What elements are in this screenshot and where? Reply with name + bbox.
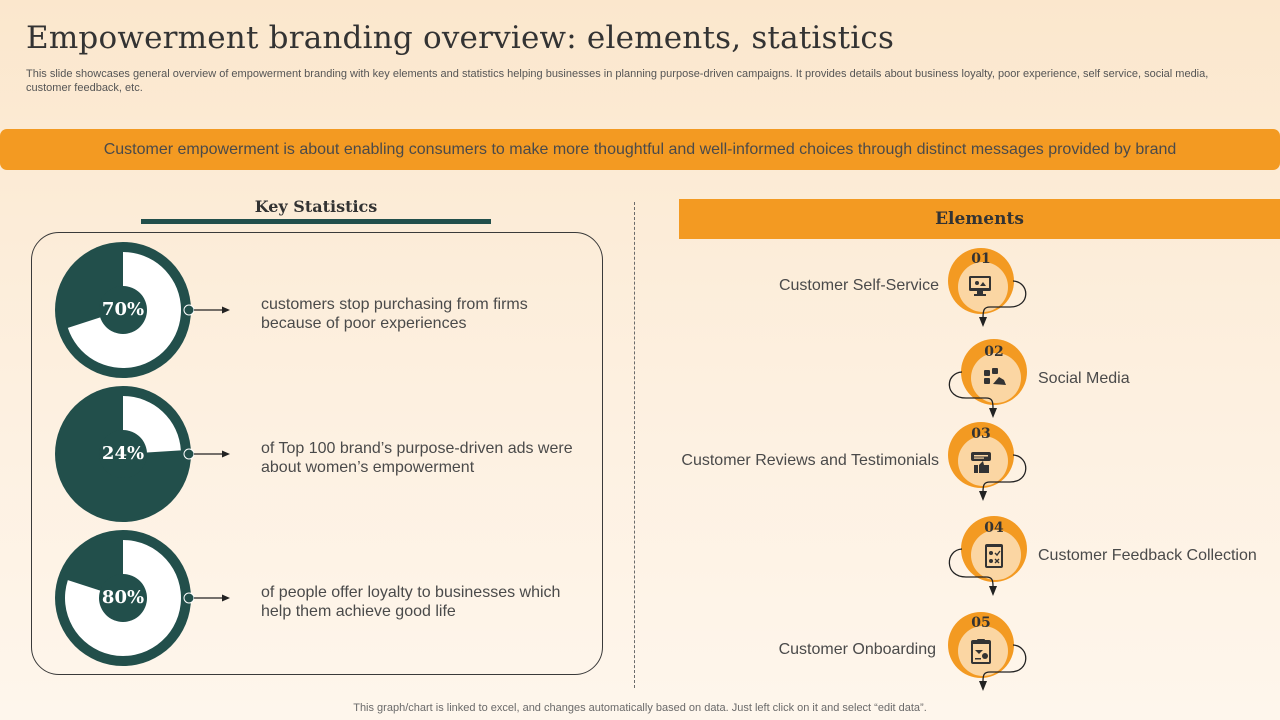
stat-description-3: of people offer loyalty to businesses wh… xyxy=(261,584,561,620)
stat-description-1: customers stop purchasing from firms bec… xyxy=(261,296,528,332)
donut-value-1: 70% xyxy=(101,299,145,320)
stat-description-2: of Top 100 brand’s purpose-driven ads we… xyxy=(261,440,573,476)
page-subtitle: This slide showcases general overview of… xyxy=(26,68,1209,94)
element-circle-2: 02 xyxy=(948,339,1027,418)
key-statistics-underline xyxy=(141,219,491,224)
element-number-3: 03 xyxy=(971,426,990,442)
footer-note: This graph/chart is linked to excel, and… xyxy=(353,702,927,714)
donut-value-2: 24% xyxy=(101,443,145,464)
social-media-icon xyxy=(984,368,1006,385)
banner: Customer empowerment is about enabling c… xyxy=(0,129,1280,170)
element-number-5: 05 xyxy=(971,615,990,631)
stat-connector-1 xyxy=(183,304,230,316)
element-number-4: 04 xyxy=(984,520,1004,536)
element-circle-4: 04 xyxy=(948,516,1027,596)
banner-text: Customer empowerment is about enabling c… xyxy=(103,140,1177,158)
element-label-5: Customer Onboarding xyxy=(778,641,936,658)
donut-value-3: 80% xyxy=(101,587,145,608)
donut-chart-2 xyxy=(55,386,191,522)
onboarding-clipboard-icon xyxy=(971,639,991,664)
element-circle-5: 05 xyxy=(948,612,1027,691)
feedback-checklist-icon xyxy=(985,544,1003,568)
key-statistics-title: Key Statistics xyxy=(254,197,378,216)
element-number-1: 01 xyxy=(971,251,990,267)
thumbs-up-review-icon xyxy=(971,452,991,473)
elements-header: Elements xyxy=(679,199,1280,239)
key-statistics-panel xyxy=(31,232,603,675)
stat-connector-3 xyxy=(183,592,230,604)
element-label-2: Social Media xyxy=(1038,370,1130,387)
computer-self-service-icon xyxy=(969,276,991,296)
section-divider xyxy=(634,202,635,688)
element-label-1: Customer Self-Service xyxy=(778,277,939,294)
element-circle-3: 03 xyxy=(948,422,1027,501)
element-label-4: Customer Feedback Collection xyxy=(1038,547,1257,564)
donut-chart-3 xyxy=(55,530,191,666)
elements-title: Elements xyxy=(935,209,1024,229)
element-circle-1: 01 xyxy=(948,248,1027,327)
donut-chart-1 xyxy=(55,242,191,378)
element-number-2: 02 xyxy=(984,344,1003,360)
stat-connector-2 xyxy=(183,448,230,460)
page-title: Empowerment branding overview: elements,… xyxy=(26,20,895,56)
element-label-3: Customer Reviews and Testimonials xyxy=(681,452,939,469)
